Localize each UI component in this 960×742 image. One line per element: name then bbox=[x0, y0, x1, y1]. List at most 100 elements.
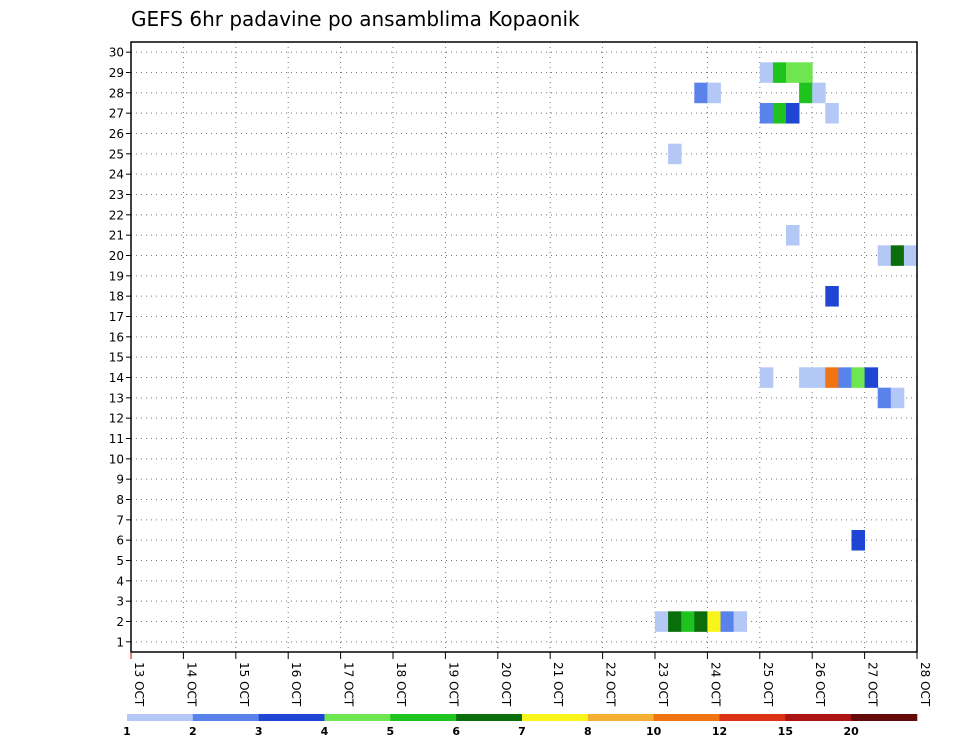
y-tick-label: 18 bbox=[109, 290, 124, 304]
colorbar-label: 4 bbox=[321, 725, 329, 738]
heatmap-cell bbox=[838, 367, 852, 388]
heatmap-cell bbox=[903, 245, 918, 266]
y-tick-label: 16 bbox=[109, 330, 124, 344]
heatmap-cell bbox=[812, 82, 826, 104]
y-tick-label: 9 bbox=[116, 473, 124, 487]
y-axis: 1234567891011121314151617181920212223242… bbox=[109, 46, 131, 649]
heatmap-cell bbox=[694, 611, 708, 632]
y-tick-label: 11 bbox=[109, 432, 124, 446]
heatmap-cell bbox=[759, 367, 774, 388]
colorbar-swatch bbox=[390, 714, 457, 721]
heatmap-cell bbox=[825, 103, 839, 124]
x-tick-label: 23 OCT bbox=[656, 662, 670, 707]
y-tick-label: 26 bbox=[109, 127, 124, 141]
heatmap-cell bbox=[707, 82, 721, 104]
plot-frame bbox=[130, 41, 918, 653]
heatmap-cell bbox=[772, 103, 787, 124]
chart-title: GEFS 6hr padavine po ansamblima Kopaonik bbox=[131, 7, 580, 31]
heatmap-cell bbox=[759, 62, 774, 83]
y-tick-label: 12 bbox=[109, 412, 124, 426]
x-tick-label: 27 OCT bbox=[866, 662, 880, 707]
colorbar-label: 7 bbox=[518, 725, 526, 738]
heatmap-cell bbox=[799, 367, 813, 388]
y-tick-label: 23 bbox=[109, 188, 124, 202]
y-tick-label: 10 bbox=[109, 452, 124, 466]
heatmap-cell bbox=[668, 611, 682, 632]
colorbar-label: 3 bbox=[255, 725, 263, 738]
heatmap-cell bbox=[864, 367, 879, 388]
heatmap-cell bbox=[825, 367, 839, 388]
x-tick-label: 18 OCT bbox=[394, 662, 408, 707]
y-tick-label: 24 bbox=[109, 168, 124, 182]
heatmap-cell bbox=[877, 245, 892, 266]
y-tick-label: 22 bbox=[109, 208, 124, 222]
x-tick-label: 15 OCT bbox=[237, 662, 251, 707]
y-tick-label: 27 bbox=[109, 107, 124, 121]
x-tick-label: 19 OCT bbox=[446, 662, 460, 707]
y-tick-label: 1 bbox=[116, 635, 124, 649]
grid-lines bbox=[131, 42, 917, 652]
y-tick-label: 25 bbox=[109, 147, 124, 161]
colorbar-swatch bbox=[192, 714, 259, 721]
heatmap-cell bbox=[694, 82, 708, 104]
y-tick-label: 7 bbox=[116, 513, 124, 527]
colorbar-swatch bbox=[258, 714, 325, 721]
colorbar-label: 2 bbox=[189, 725, 197, 738]
x-tick-label: 21 OCT bbox=[551, 662, 565, 707]
colorbar-swatch bbox=[719, 714, 786, 721]
y-tick-label: 29 bbox=[109, 66, 124, 80]
colorbar-label: 12 bbox=[712, 725, 727, 738]
colorbar: 1 2 3 4 5 6 7 8 10 12 15 20 bbox=[123, 714, 918, 738]
y-tick-label: 6 bbox=[116, 534, 124, 548]
x-tick-label: 26 OCT bbox=[813, 662, 827, 707]
colorbar-label: 5 bbox=[387, 725, 395, 738]
heatmap-cell bbox=[890, 245, 905, 266]
y-tick-label: 2 bbox=[116, 615, 124, 629]
colorbar-swatch bbox=[324, 714, 391, 721]
x-tick-label: 22 OCT bbox=[604, 662, 618, 707]
heatmap-cell bbox=[851, 367, 865, 388]
y-tick-label: 30 bbox=[109, 46, 124, 60]
y-tick-label: 8 bbox=[116, 493, 124, 507]
colorbar-label: 6 bbox=[452, 725, 460, 738]
heatmap-cell bbox=[877, 387, 892, 409]
heatmap-cell bbox=[799, 62, 813, 83]
colorbar-label: 15 bbox=[778, 725, 793, 738]
heatmap-cell bbox=[772, 62, 787, 83]
heatmap-cell bbox=[812, 367, 826, 388]
y-tick-label: 20 bbox=[109, 249, 124, 263]
colorbar-swatch bbox=[851, 714, 918, 721]
heatmap-cell bbox=[851, 530, 865, 551]
heatmap-cell bbox=[720, 611, 734, 632]
heatmap-cell bbox=[799, 82, 813, 104]
y-tick-label: 19 bbox=[109, 269, 124, 283]
y-tick-label: 14 bbox=[109, 371, 124, 385]
colorbar-label: 8 bbox=[584, 725, 592, 738]
heatmap-cell bbox=[786, 103, 800, 124]
heatmap-cell bbox=[786, 225, 800, 246]
heatmap-cell bbox=[681, 611, 695, 632]
heatmap-cell bbox=[890, 387, 905, 409]
y-tick-label: 4 bbox=[116, 574, 124, 588]
heatmap-cell bbox=[668, 143, 682, 165]
heatmap-cell bbox=[825, 286, 839, 307]
colorbar-label: 1 bbox=[123, 725, 131, 738]
y-tick-label: 15 bbox=[109, 351, 124, 365]
y-tick-label: 5 bbox=[116, 554, 124, 568]
x-tick-label: 13 OCT bbox=[132, 662, 146, 707]
x-tick-label: 14 OCT bbox=[184, 662, 198, 707]
heatmap-cell bbox=[786, 62, 800, 83]
colorbar-swatch bbox=[456, 714, 523, 721]
x-tick-label: 20 OCT bbox=[499, 662, 513, 707]
y-tick-label: 28 bbox=[109, 86, 124, 100]
colorbar-swatch bbox=[127, 714, 194, 721]
x-tick-label: 28 OCT bbox=[918, 662, 932, 707]
x-axis: 13 OCT 14 OCT 15 OCT 16 OCT 17 OCT 18 OCT 19 O… bbox=[130, 652, 932, 707]
colorbar-swatch bbox=[522, 714, 589, 721]
colorbar-label: 10 bbox=[646, 725, 662, 738]
x-tick-label: 24 OCT bbox=[708, 662, 722, 707]
y-tick-label: 17 bbox=[109, 310, 124, 324]
heatmap-cell bbox=[655, 611, 669, 632]
heatmap-cell bbox=[759, 103, 774, 124]
y-tick-label: 3 bbox=[116, 595, 124, 609]
